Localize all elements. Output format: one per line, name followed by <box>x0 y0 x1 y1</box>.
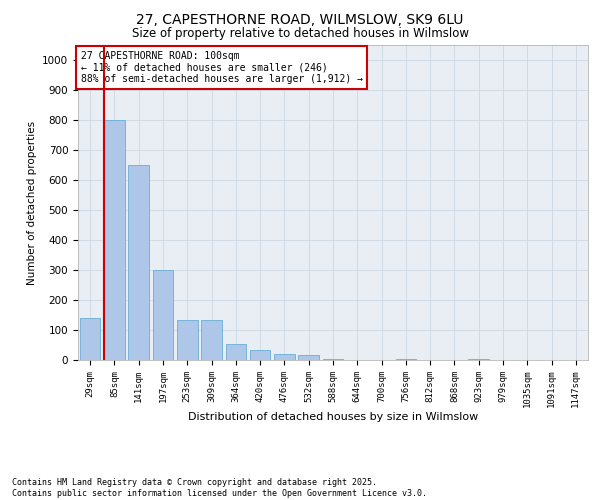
Bar <box>177 320 197 360</box>
Bar <box>395 358 416 360</box>
Text: 27 CAPESTHORNE ROAD: 100sqm
← 11% of detached houses are smaller (246)
88% of se: 27 CAPESTHORNE ROAD: 100sqm ← 11% of det… <box>80 52 362 84</box>
Y-axis label: Number of detached properties: Number of detached properties <box>26 120 37 284</box>
Bar <box>104 120 125 360</box>
Text: Contains HM Land Registry data © Crown copyright and database right 2025.
Contai: Contains HM Land Registry data © Crown c… <box>12 478 427 498</box>
Bar <box>298 354 319 360</box>
Bar <box>323 358 343 360</box>
Bar <box>274 354 295 360</box>
Bar <box>80 318 100 360</box>
Bar <box>201 320 222 360</box>
Bar <box>250 350 271 360</box>
Bar <box>152 270 173 360</box>
Bar <box>128 165 149 360</box>
Bar <box>226 344 246 360</box>
X-axis label: Distribution of detached houses by size in Wilmslow: Distribution of detached houses by size … <box>188 412 478 422</box>
Bar <box>469 358 489 360</box>
Text: Size of property relative to detached houses in Wilmslow: Size of property relative to detached ho… <box>131 28 469 40</box>
Text: 27, CAPESTHORNE ROAD, WILMSLOW, SK9 6LU: 27, CAPESTHORNE ROAD, WILMSLOW, SK9 6LU <box>136 12 464 26</box>
